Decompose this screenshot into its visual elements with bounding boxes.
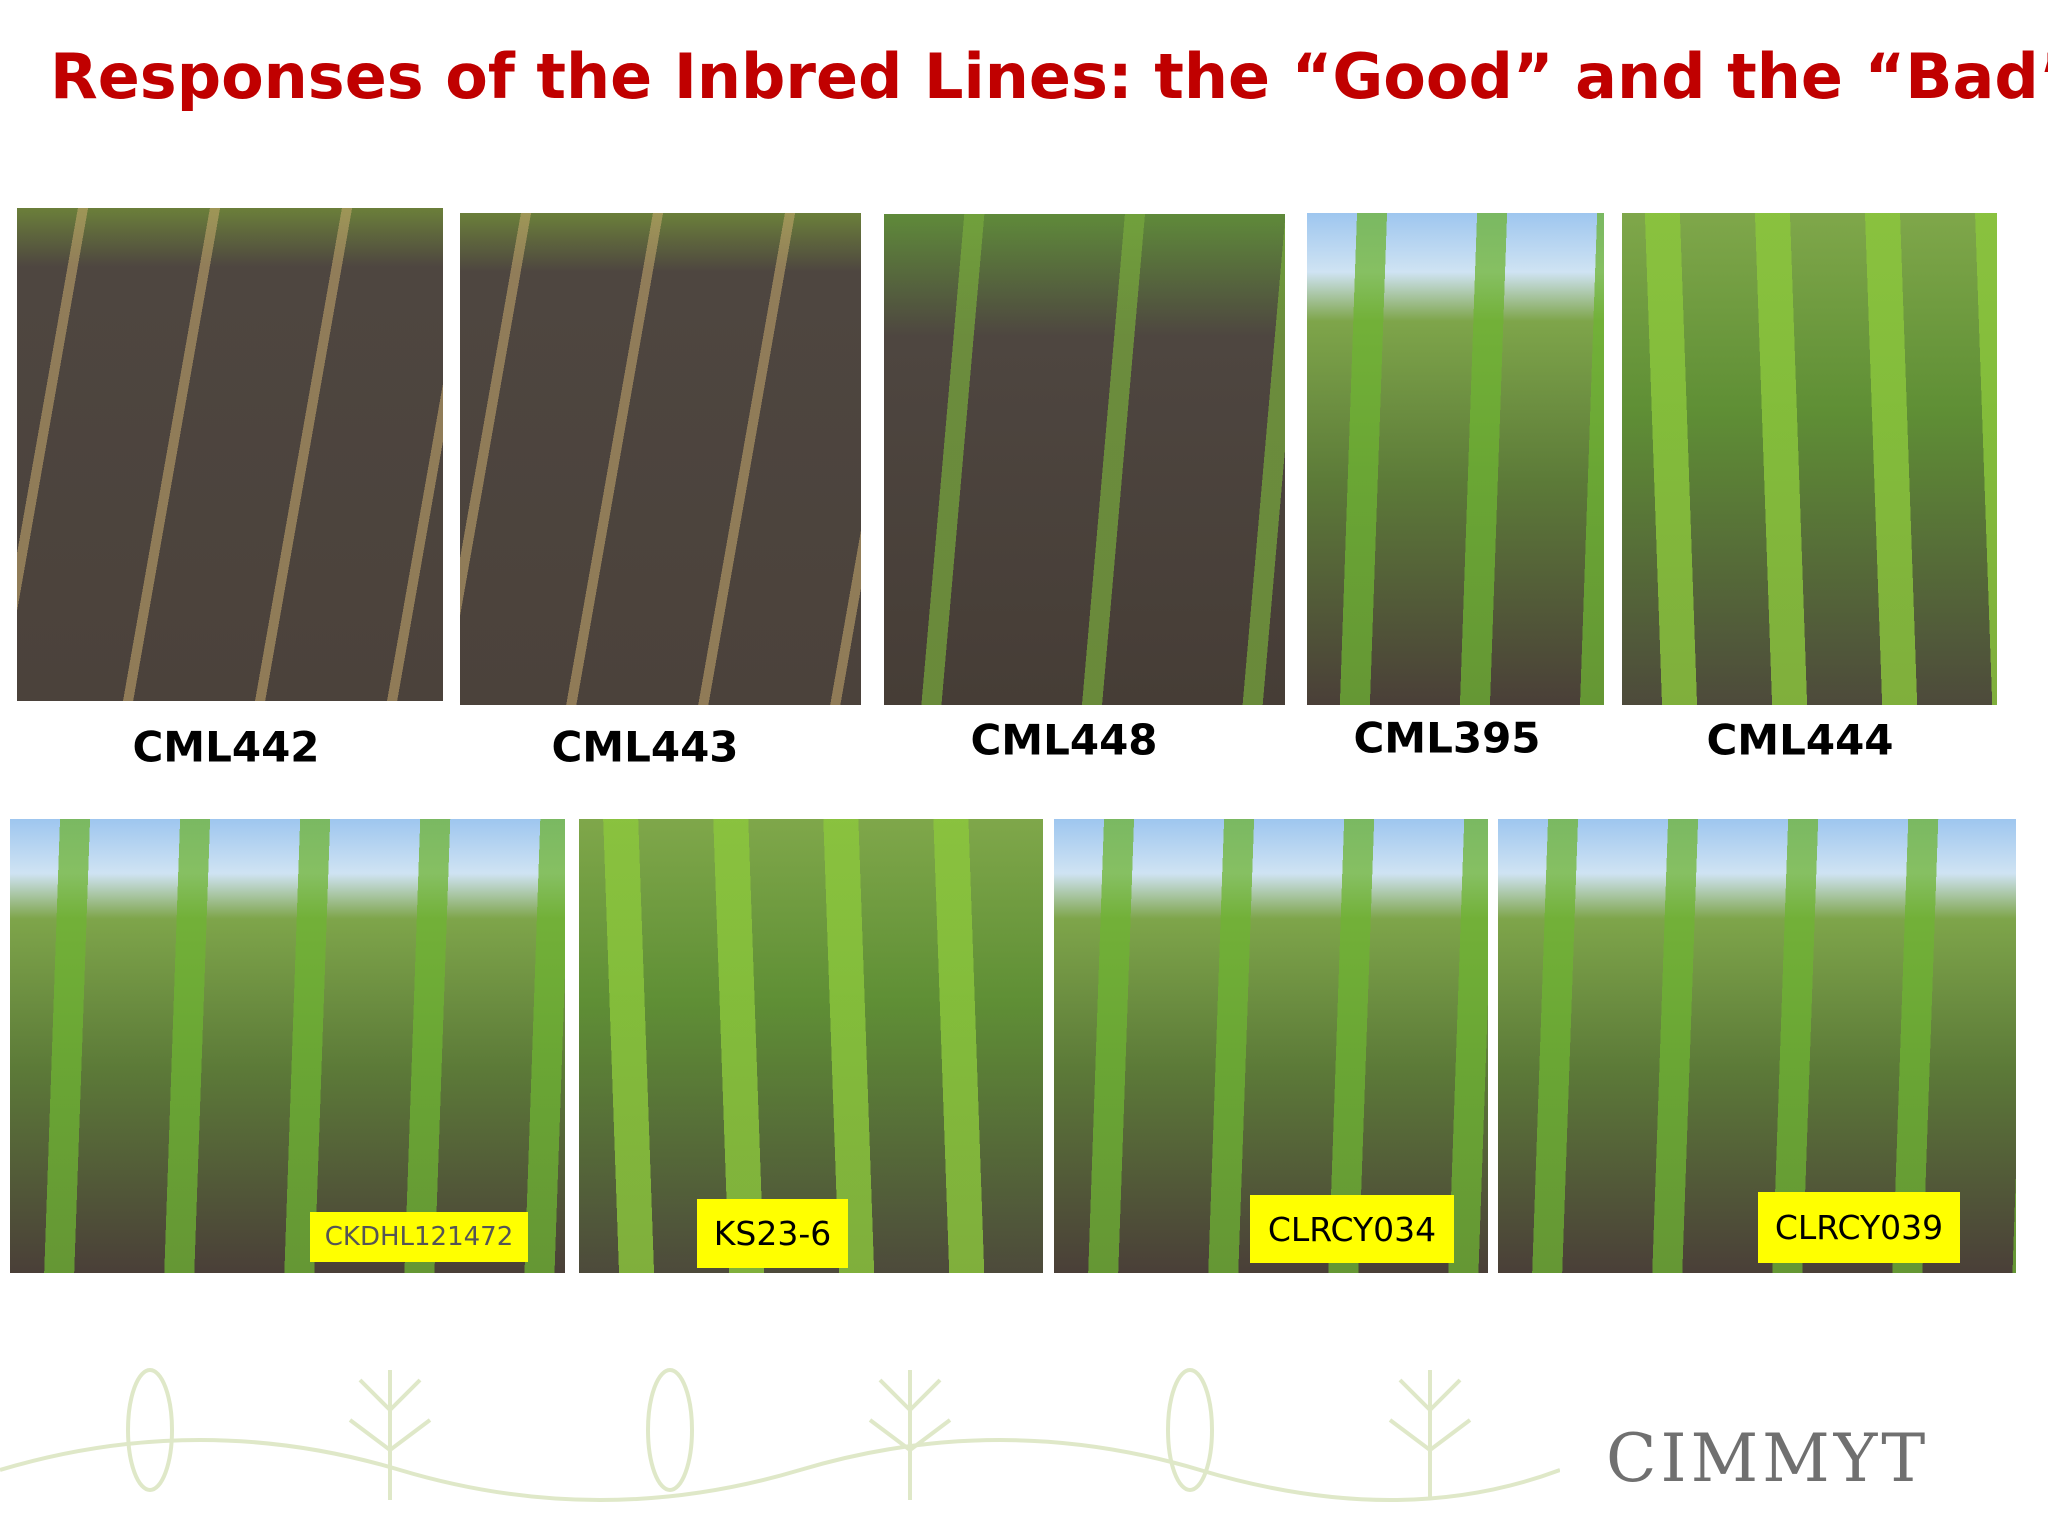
photo bbox=[884, 214, 1285, 705]
photo bbox=[17, 208, 443, 701]
photo bbox=[579, 819, 1043, 1273]
photo-tag: CKDHL121472 bbox=[310, 1212, 528, 1262]
photo-label: CML443 bbox=[551, 722, 739, 772]
photo bbox=[1622, 213, 1997, 705]
photo-label: CML395 bbox=[1353, 713, 1541, 763]
photo-label: CML444 bbox=[1706, 715, 1894, 765]
photo-label: CML448 bbox=[970, 715, 1158, 765]
slide-title: Responses of the Inbred Lines: the “Good… bbox=[50, 40, 2048, 113]
photo-tag: CLRCY039 bbox=[1758, 1192, 1960, 1263]
photo-label: CML442 bbox=[132, 722, 320, 772]
photo-tag: KS23-6 bbox=[697, 1199, 848, 1268]
photo bbox=[10, 819, 565, 1273]
logo: CIMMYT bbox=[1606, 1420, 1930, 1497]
photo bbox=[460, 213, 861, 705]
decoration bbox=[0, 1368, 1560, 1502]
photo bbox=[1307, 213, 1604, 705]
photo-tag: CLRCY034 bbox=[1250, 1195, 1454, 1263]
